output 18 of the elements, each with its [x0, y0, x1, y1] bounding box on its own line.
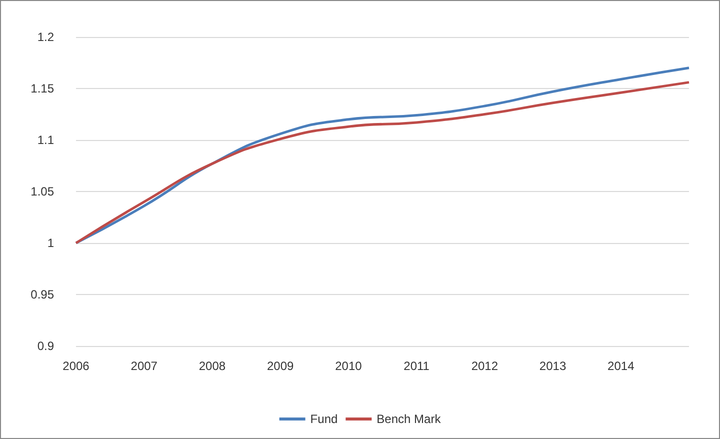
x-tick-label: 2006: [62, 359, 90, 373]
y-tick-label: 1.1: [37, 133, 54, 147]
y-tick-label: 1.2: [37, 30, 54, 44]
x-tick-label: 2013: [539, 359, 566, 373]
y-tick-label: 1: [47, 236, 54, 250]
x-tick-label: 2009: [266, 359, 294, 373]
legend-label: Fund: [310, 412, 338, 426]
x-tick-label: 2011: [404, 359, 430, 373]
y-tick-label: 0.95: [30, 288, 54, 302]
x-tick-label: 2008: [198, 359, 226, 373]
x-tick-label: 2007: [130, 359, 158, 373]
legend-label: Bench Mark: [376, 412, 442, 426]
x-tick-label: 2012: [471, 359, 498, 373]
x-tick-label: 2010: [335, 359, 362, 373]
y-tick-label: 1.15: [30, 82, 54, 96]
y-tick-label: 0.9: [37, 339, 54, 353]
x-tick-label: 2014: [608, 359, 635, 373]
y-tick-label: 1.05: [30, 184, 54, 198]
